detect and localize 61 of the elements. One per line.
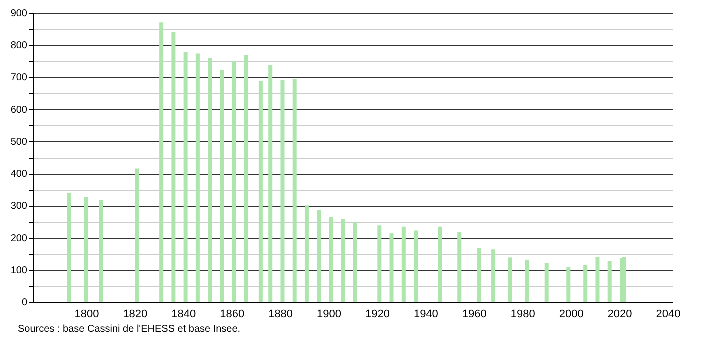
x-tick-label: 1820 <box>123 308 148 320</box>
bar <box>244 55 248 302</box>
bar <box>566 267 571 302</box>
y-tick-label: 600 <box>10 104 28 116</box>
y-tick-label: 700 <box>10 72 28 84</box>
x-tick-label: 1860 <box>220 308 245 320</box>
bar <box>492 250 496 302</box>
bar <box>196 54 200 302</box>
x-tick-label: 1800 <box>74 308 100 320</box>
bar <box>135 168 140 302</box>
bar <box>292 79 297 302</box>
y-tick-label: 500 <box>10 136 28 148</box>
bar <box>608 261 612 302</box>
bar <box>584 265 588 302</box>
y-tick-label: 300 <box>10 201 28 212</box>
x-tick-label: 1960 <box>462 308 487 320</box>
x-tick-label: 2040 <box>656 308 681 320</box>
bar <box>99 200 103 302</box>
bar <box>596 257 600 302</box>
x-tick-label: 2020 <box>608 308 632 320</box>
y-tick-label: 400 <box>10 169 28 180</box>
bar <box>477 248 481 302</box>
bar <box>508 258 512 302</box>
bar <box>68 193 72 302</box>
bar <box>329 217 334 302</box>
x-tick-label: 1880 <box>268 308 294 320</box>
bar <box>232 61 236 302</box>
bar <box>378 226 382 302</box>
bar <box>304 206 309 302</box>
y-tick-label: 800 <box>10 40 28 52</box>
y-tick-label: 100 <box>10 265 28 276</box>
x-tick-label: 1840 <box>172 308 196 320</box>
bar <box>280 80 285 302</box>
source-note: Sources : base Cassini de l'EHESS et base Insee. <box>18 324 241 335</box>
bar <box>258 81 263 302</box>
bar <box>220 70 224 302</box>
bar <box>160 22 164 302</box>
bar <box>268 65 273 302</box>
y-tick-label: 0 <box>22 298 28 308</box>
bar <box>544 263 549 302</box>
bar <box>622 257 626 302</box>
bar <box>402 226 406 302</box>
bar <box>208 58 212 302</box>
bar <box>438 226 442 302</box>
bar <box>525 260 530 302</box>
bar <box>353 222 358 302</box>
bar <box>172 32 176 302</box>
x-tick-label: 1940 <box>414 308 438 320</box>
bar <box>414 230 418 302</box>
bar <box>317 210 322 302</box>
x-tick-label: 2000 <box>559 308 584 320</box>
bar <box>341 219 346 302</box>
bar <box>390 234 394 302</box>
x-tick-label: 1920 <box>365 308 390 320</box>
y-tick-label: 200 <box>10 233 28 244</box>
x-tick-label: 1980 <box>510 308 536 320</box>
bar <box>184 52 188 302</box>
x-tick-label: 1900 <box>317 308 342 320</box>
bar <box>84 196 88 302</box>
bar <box>458 232 462 302</box>
y-tick-label: 900 <box>10 8 28 20</box>
